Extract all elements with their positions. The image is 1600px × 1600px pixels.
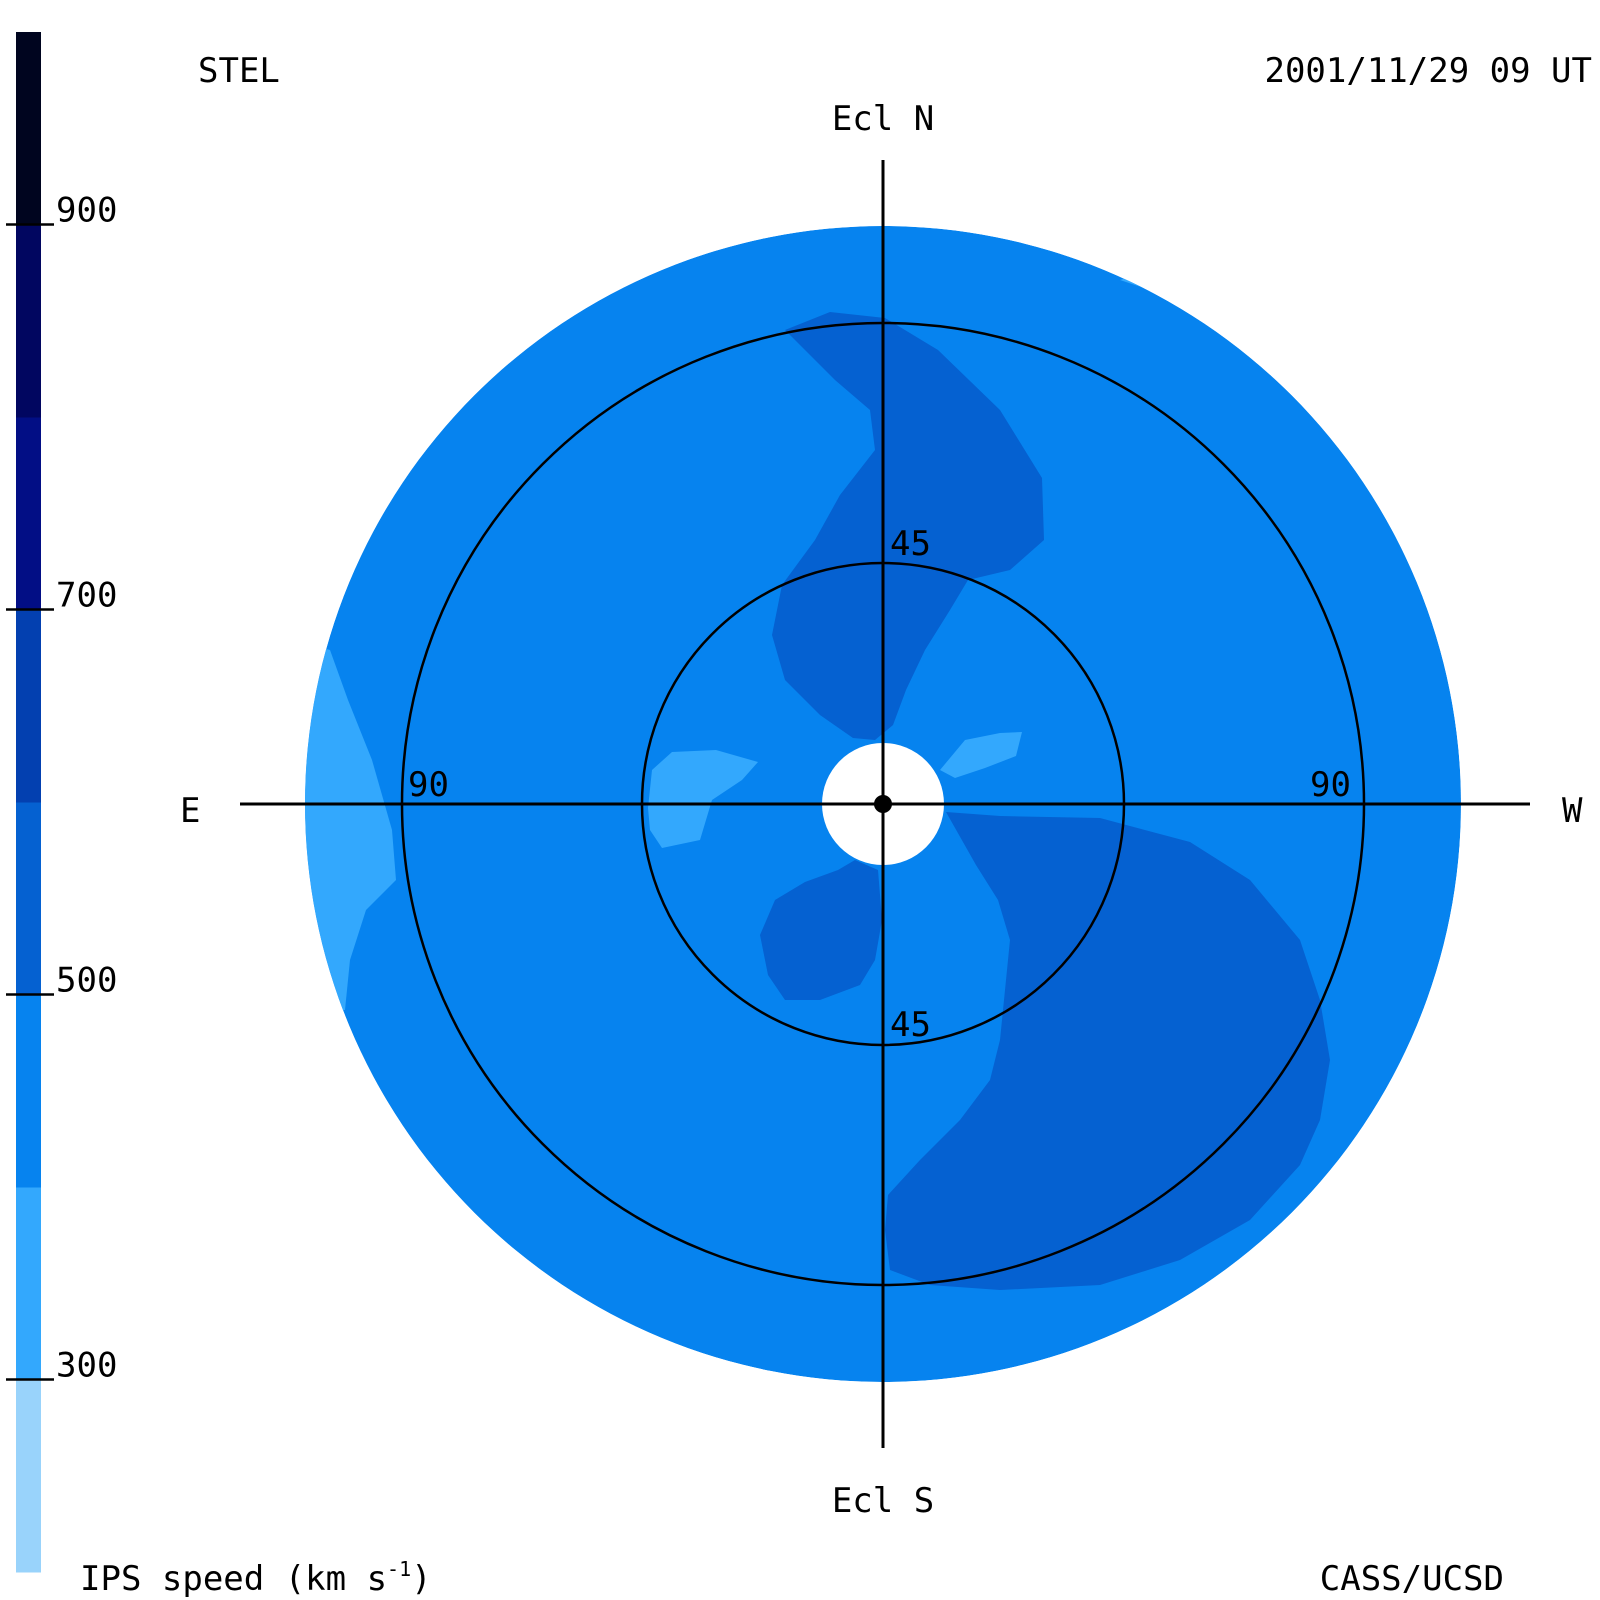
colorbar-segment: [16, 417, 41, 610]
region-northern-band: [772, 312, 1044, 740]
sun-center-dot: [874, 795, 892, 813]
datetime-label: 2001/11/29 09 UT: [1264, 51, 1592, 91]
colorbar-ticks: 300 500 700 900: [6, 191, 117, 1386]
source-label: STEL: [198, 51, 280, 91]
credit-label: CASS/UCSD: [1320, 1559, 1504, 1599]
region-inner-west-lobe: [940, 732, 1022, 778]
colorbar-segment: [16, 609, 41, 803]
elongation-label-45-south: 45: [890, 1005, 931, 1045]
elongation-label-90-west: 90: [1310, 765, 1351, 805]
elongation-label-45-north: 45: [890, 524, 931, 564]
direction-label-west: W: [1562, 791, 1583, 831]
colorbar-tick-label: 700: [56, 576, 117, 616]
colorbar-label: IPS speed (km s-1): [80, 1557, 432, 1599]
colorbar-segment: [16, 994, 41, 1188]
colorbar-tick-label: 900: [56, 191, 117, 231]
colorbar-segment: [16, 1187, 41, 1380]
direction-label-south: Ecl S: [832, 1481, 934, 1521]
direction-label-north: Ecl N: [832, 99, 934, 139]
colorbar: [16, 32, 41, 1573]
colorbar-tick-label: 300: [56, 1346, 117, 1386]
colorbar-tick-label: 500: [56, 961, 117, 1001]
region-southwest-large: [885, 812, 1330, 1290]
colorbar-segment: [16, 32, 41, 225]
region-southern-inner-lobe: [760, 860, 882, 1000]
colorbar-label-exponent: -1: [387, 1557, 411, 1581]
colorbar-segment: [16, 224, 41, 418]
direction-label-east: E: [180, 791, 200, 831]
region-inner-east-lobe: [648, 750, 758, 848]
elongation-label-90-east: 90: [408, 765, 449, 805]
colorbar-segment: [16, 802, 41, 995]
colorbar-segment: [16, 1379, 41, 1573]
colorbar-label-main: IPS speed (km s: [80, 1559, 387, 1599]
colorbar-label-close: ): [411, 1559, 431, 1599]
